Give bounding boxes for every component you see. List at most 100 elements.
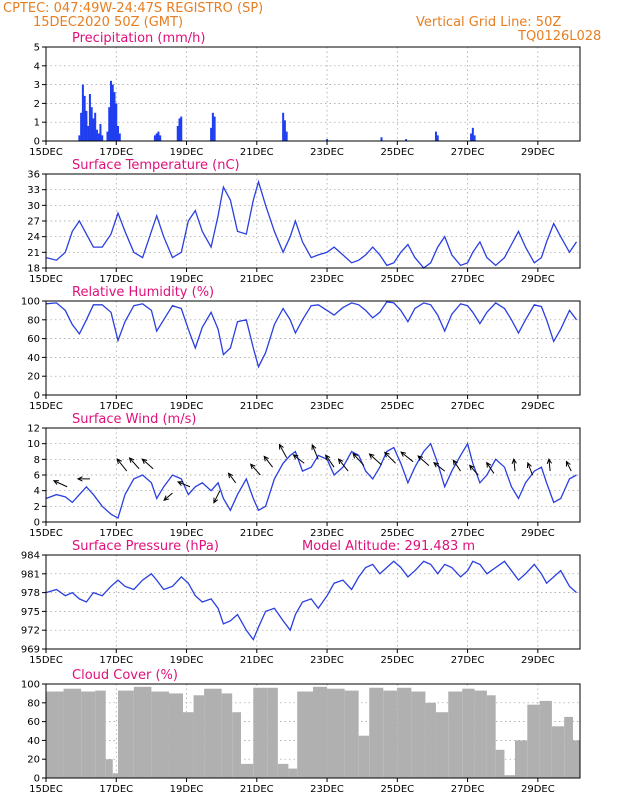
cloud-cover-bar (297, 691, 313, 778)
cloud-cover-bar (515, 740, 528, 778)
cloud-cover-bar (288, 768, 298, 778)
wind-xtick-label: 29DEC (521, 528, 555, 539)
cloud-cover-bar (539, 700, 552, 778)
precip-bar (88, 94, 91, 141)
cloud-cover-bar (240, 763, 254, 778)
wind-arrow (141, 458, 154, 470)
wind-line (45, 442, 577, 520)
cloud-cover-bar (435, 712, 449, 778)
wind-xtick-label: 15DEC (29, 528, 63, 539)
pressure-ytick-label: 981 (21, 569, 40, 580)
precip-bar (326, 139, 329, 141)
wind-xtick-label: 21DEC (240, 528, 274, 539)
wind-arrow (116, 458, 128, 472)
precipitation-xtick-label: 19DEC (170, 147, 204, 158)
precip-bar (111, 84, 114, 141)
precip-bar (285, 131, 288, 141)
cloud-cover-bar (486, 695, 496, 778)
precip-bar (108, 107, 111, 141)
temperature-ytick-label: 30 (27, 201, 40, 212)
cloud-cover-bar (474, 690, 487, 778)
precip-bar (153, 135, 156, 141)
humidity-xtick-label: 23DEC (310, 401, 344, 412)
humidity-panel: 0 20 40 60 80 100 15DEC 17DEC 19DEC 21DEC 23DEC 25D… (21, 285, 581, 412)
cloud-cover-bar (344, 690, 359, 778)
cloud-cover-bar (383, 690, 398, 778)
temperature-xtick-label: 23DEC (310, 274, 344, 285)
temperature-line (45, 179, 578, 269)
wind-arrow (263, 455, 273, 468)
cloud-cover-bar (183, 712, 194, 778)
precipitation-ytick-label: 0 (34, 137, 40, 148)
temperature-xtick-label: 19DEC (170, 274, 204, 285)
pressure-xtick-label: 27DEC (451, 655, 485, 666)
pressure-line (45, 560, 577, 641)
precip-bar (210, 127, 213, 141)
precip-bar (81, 84, 84, 141)
precipitation-xtick-label: 23DEC (310, 147, 344, 158)
precip-bar (211, 112, 214, 141)
precip-bar (282, 112, 285, 141)
cloud-cover-xtick-label: 15DEC (29, 784, 63, 795)
wind-arrow (433, 461, 446, 472)
cloud-cover-bar (112, 773, 119, 778)
humidity-xtick-label: 21DEC (240, 401, 274, 412)
precip-bar (109, 80, 112, 141)
precip-bar (470, 133, 473, 141)
wind-arrow (163, 492, 173, 501)
wind-arrow (383, 451, 396, 464)
pressure-annotation: Model Altitude: 291.483 m (302, 539, 475, 554)
temperature-ytick-label: 18 (27, 264, 40, 275)
precip-bar (95, 129, 98, 141)
wind-arrow (400, 451, 414, 463)
precip-bar (405, 139, 408, 141)
precipitation-xtick-label: 17DEC (99, 147, 133, 158)
pressure-xtick-label: 25DEC (380, 655, 414, 666)
humidity-ytick-label: 40 (27, 353, 40, 364)
cloud-cover-bar (232, 712, 241, 778)
cloud-cover-bar (313, 686, 328, 778)
wind-ytick-label: 8 (34, 455, 40, 466)
pressure-ytick-label: 969 (21, 645, 40, 656)
pressure-ytick-label: 978 (21, 588, 40, 599)
precip-bar (159, 135, 162, 141)
humidity-ytick-label: 20 (27, 372, 40, 383)
wind-arrow (546, 457, 552, 472)
wind-arrow (249, 463, 261, 476)
wind-arrow (325, 454, 335, 468)
cloud-cover-title: Cloud Cover (%) (72, 668, 178, 683)
run-date: 15DEC2020 50Z (GMT) (33, 15, 183, 30)
humidity-xtick-label: 19DEC (170, 401, 204, 412)
wind-arrow (417, 455, 430, 466)
wind-arrow (278, 443, 288, 459)
precipitation-xtick-label: 27DEC (451, 147, 485, 158)
pressure-ytick-label: 972 (21, 626, 40, 637)
humidity-xtick-label: 27DEC (451, 401, 485, 412)
cloud-cover-bar (81, 691, 96, 778)
precip-bar (94, 112, 97, 141)
precip-bar (180, 116, 183, 141)
temperature-ytick-label: 27 (27, 217, 40, 228)
wind-arrow (52, 480, 68, 488)
cloud-cover-bar (462, 688, 475, 778)
wind-arrow (511, 457, 517, 472)
pressure-panel: 969 972 975 978 981 984 15DEC 17DEC 19DEC 21DEC 23… (21, 539, 581, 666)
precip-bar (99, 124, 102, 141)
cloud-cover-ytick-label: 100 (21, 680, 40, 691)
pressure-title: Surface Pressure (hPa) (72, 539, 219, 554)
cloud-cover-bar (411, 691, 426, 778)
temperature-ytick-label: 36 (27, 170, 40, 181)
cloud-cover-ytick-label: 40 (27, 736, 40, 747)
wind-arrow (311, 443, 319, 460)
precip-bar (80, 112, 83, 141)
wind-arrow (526, 461, 534, 476)
cloud-cover-xtick-label: 29DEC (521, 784, 555, 795)
wind-xtick-label: 19DEC (170, 528, 204, 539)
wind-panel: 0 2 4 6 8 10 12 15DEC 17DEC 19DEC 21DEC 23DEC 25DEC 2… (27, 412, 581, 539)
cloud-cover-panel: 0 20 40 60 80 100 15DEC 17DEC 19DEC 21DEC 23DEC 25D… (21, 668, 581, 795)
grid-line-note: Vertical Grid Line: 50Z (416, 15, 561, 30)
cloud-cover-xtick-label: 27DEC (451, 784, 485, 795)
wind-ytick-label: 10 (27, 439, 40, 450)
wind-arrow (176, 481, 191, 488)
cloud-cover-bar (105, 759, 113, 778)
